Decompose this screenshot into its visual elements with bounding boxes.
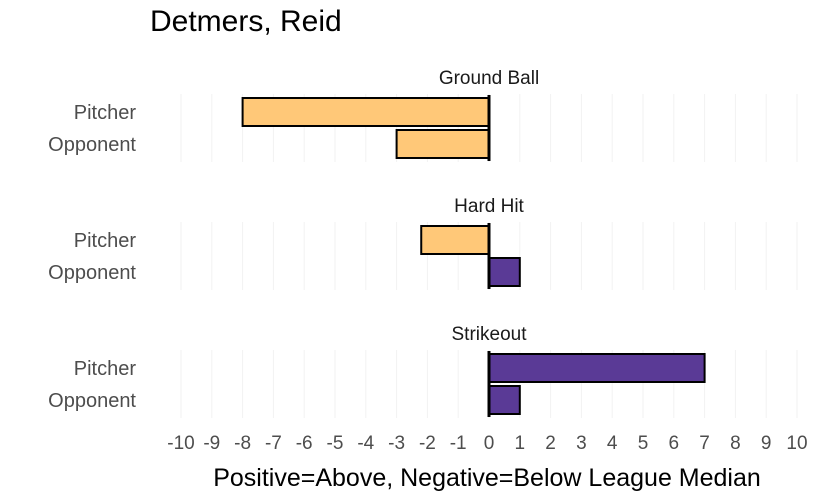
x-axis-title: Positive=Above, Negative=Below League Me… xyxy=(213,464,761,492)
row-label: Pitcher xyxy=(74,230,137,252)
x-tick-label: -2 xyxy=(419,433,436,454)
x-tick-label: 4 xyxy=(607,433,618,454)
x-tick-label: -6 xyxy=(296,433,313,454)
x-tick-label: -5 xyxy=(327,433,344,454)
panel-title: Hard Hit xyxy=(454,196,524,217)
panel-title: Ground Ball xyxy=(439,68,539,89)
x-tick-label: 3 xyxy=(576,433,587,454)
chart-title: Detmers, Reid xyxy=(150,5,342,38)
panel: Ground Ball Pitcher Opponent xyxy=(48,68,539,161)
x-tick-label: 5 xyxy=(638,433,649,454)
panel: Hard Hit Pitcher Opponent xyxy=(48,196,525,289)
bar xyxy=(488,353,706,383)
x-axis-ticks: -10 -9 -8 -7 -6 -5 -4 -3 -2 -1 0 1 2 3 4 5 6 7 8 9 10 xyxy=(167,433,807,454)
panel: Strikeout Pitcher Opponent xyxy=(48,324,706,417)
x-tick-label: -3 xyxy=(388,433,405,454)
x-tick-label: 0 xyxy=(484,433,495,454)
x-tick-label: 10 xyxy=(786,433,807,454)
row-label: Opponent xyxy=(48,262,136,284)
bar xyxy=(395,129,491,159)
row-label: Opponent xyxy=(48,390,136,412)
x-tick-label: -7 xyxy=(265,433,282,454)
row-label: Pitcher xyxy=(74,102,137,124)
x-tick-label: -4 xyxy=(357,433,374,454)
x-tick-label: -8 xyxy=(234,433,251,454)
row-label: Pitcher xyxy=(74,358,137,380)
x-tick-label: 7 xyxy=(699,433,710,454)
x-tick-label: 1 xyxy=(515,433,526,454)
x-tick-label: 8 xyxy=(730,433,741,454)
bar xyxy=(241,97,490,127)
x-tick-label: -1 xyxy=(450,433,467,454)
x-tick-label: 9 xyxy=(761,433,772,454)
bar xyxy=(420,225,490,255)
bar xyxy=(488,385,521,415)
x-tick-label: -10 xyxy=(167,433,194,454)
x-tick-label: 6 xyxy=(669,433,680,454)
panels: Ground Ball Pitcher Opponent Hard Hit Pitche… xyxy=(48,68,706,417)
x-tick-label: 2 xyxy=(545,433,556,454)
row-label: Opponent xyxy=(48,134,136,156)
panel-title: Strikeout xyxy=(452,324,528,345)
x-tick-label: -9 xyxy=(203,433,220,454)
bar xyxy=(488,257,521,287)
